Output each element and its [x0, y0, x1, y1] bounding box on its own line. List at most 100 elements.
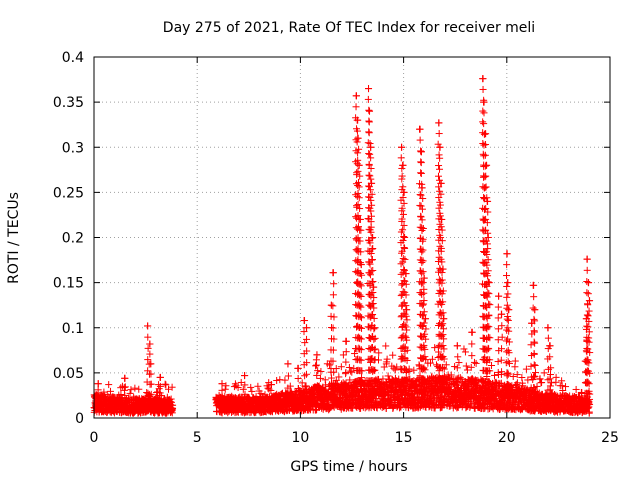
data-point: [301, 339, 309, 347]
data-point: [558, 382, 566, 390]
data-point: [248, 387, 256, 395]
data-point: [365, 171, 373, 179]
data-point: [106, 387, 114, 395]
data-point: [584, 279, 592, 287]
y-tick-label: 0: [75, 411, 84, 427]
data-point: [400, 199, 408, 207]
data-point: [558, 377, 566, 385]
data-point: [352, 92, 360, 100]
data-point: [397, 154, 405, 162]
y-tick-label: 0.35: [53, 95, 84, 111]
axes: [93, 56, 611, 419]
data-point: [367, 175, 375, 183]
data-point: [419, 278, 427, 286]
data-point: [585, 297, 593, 305]
data-point: [455, 359, 463, 367]
data-point: [504, 290, 512, 298]
data-point: [384, 372, 392, 380]
data-point: [135, 385, 143, 393]
data-point: [302, 370, 310, 378]
data-point: [144, 344, 152, 352]
data-point: [417, 148, 425, 156]
data-point: [468, 352, 476, 360]
data-point: [342, 368, 350, 376]
data-point: [504, 358, 512, 366]
data-point: [366, 107, 374, 115]
data-point: [504, 279, 512, 287]
data-point: [436, 143, 444, 151]
data-point: [365, 85, 373, 93]
data-point: [410, 366, 418, 374]
data-point: [480, 109, 488, 117]
data-point: [352, 103, 360, 111]
data-point: [317, 367, 325, 375]
data-point: [583, 255, 591, 263]
data-point: [147, 360, 155, 368]
data-point: [503, 250, 511, 258]
data-point: [329, 302, 337, 310]
data-point: [169, 405, 177, 413]
data-point: [156, 373, 164, 381]
data-point: [538, 379, 546, 387]
data-point: [503, 301, 511, 309]
data-point: [529, 304, 537, 312]
data-point: [365, 128, 373, 136]
data-point: [434, 140, 442, 148]
y-tick-label: 0.2: [62, 231, 84, 247]
data-point: [330, 280, 338, 288]
data-point: [490, 371, 498, 379]
data-point: [365, 161, 373, 169]
data-point: [365, 118, 373, 126]
data-point: [583, 337, 591, 345]
data-point: [398, 172, 406, 180]
data-point: [436, 165, 444, 173]
y-tick-label: 0.25: [53, 185, 84, 201]
data-point: [355, 161, 363, 169]
data-point: [583, 277, 591, 285]
data-point: [121, 374, 129, 382]
data-point: [273, 376, 281, 384]
data-point: [365, 106, 373, 114]
y-tick-label: 0.1: [62, 321, 84, 337]
y-tick-label: 0.3: [62, 140, 84, 156]
data-point: [428, 355, 436, 363]
data-point: [375, 349, 383, 357]
data-point: [127, 386, 135, 394]
data-point: [284, 372, 292, 380]
data-point: [354, 182, 362, 190]
data-point: [494, 314, 502, 322]
data-point: [479, 85, 487, 93]
data-point: [366, 186, 374, 194]
data-point: [239, 385, 247, 393]
data-point: [495, 292, 503, 300]
plot-frame: [93, 56, 611, 419]
y-tick-label: 0.05: [53, 366, 84, 382]
data-point: [488, 362, 496, 370]
data-point: [531, 306, 539, 314]
data-point: [162, 381, 170, 389]
data-point: [544, 324, 552, 332]
data-point: [329, 269, 337, 277]
data-point: [105, 381, 113, 389]
data-point: [356, 313, 364, 321]
data-point: [303, 335, 311, 343]
data-point: [418, 216, 426, 224]
data-point: [480, 98, 488, 106]
data-point: [366, 150, 374, 158]
data-point: [117, 391, 125, 399]
data-point: [494, 303, 502, 311]
data-point: [398, 164, 406, 172]
data-point: [461, 348, 469, 356]
data-point: [316, 374, 324, 382]
data-point: [503, 261, 511, 269]
data-point: [399, 161, 407, 169]
data-point: [94, 380, 102, 388]
x-tick-label: 20: [498, 430, 516, 446]
data-point: [481, 173, 489, 181]
data-point: [503, 282, 511, 290]
data-point: [126, 389, 134, 397]
data-point: [494, 358, 502, 366]
data-point: [144, 333, 152, 341]
data-point: [470, 358, 478, 366]
